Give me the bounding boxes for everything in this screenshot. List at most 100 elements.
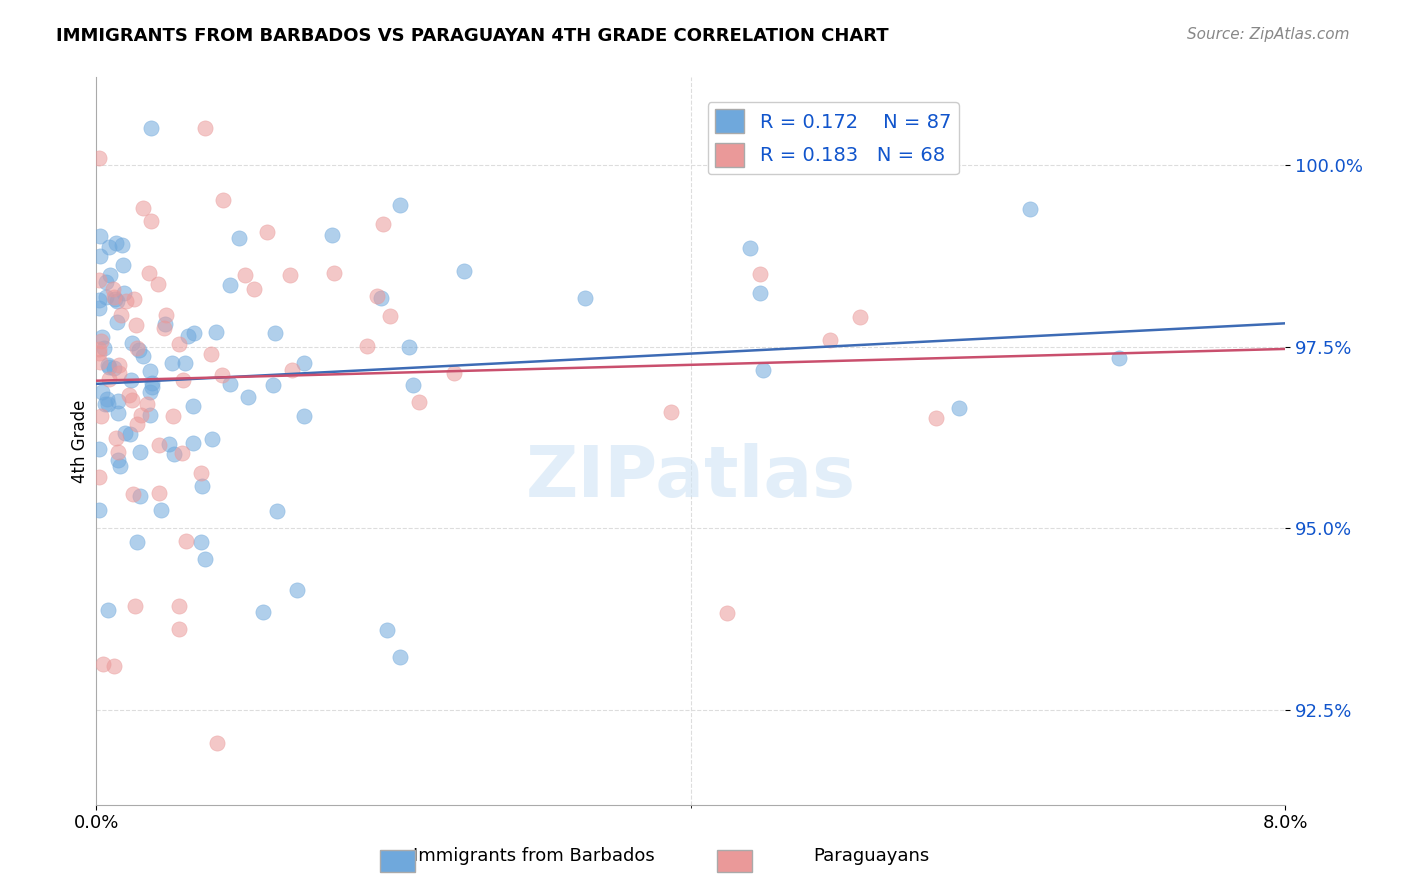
Point [89, 301, 111, 315]
Point [110, 308, 132, 322]
Point [129, 489, 152, 503]
Point [97, 372, 120, 386]
Point [228, 231, 250, 245]
Point [285, 583, 308, 598]
Point [107, 445, 129, 459]
Point [107, 393, 129, 408]
Point [98, 359, 121, 374]
Point [97, 397, 120, 411]
Point [112, 285, 135, 300]
Point [96, 275, 118, 289]
Point [148, 438, 170, 452]
Point [107, 452, 129, 467]
Point [252, 605, 274, 619]
Point [749, 267, 772, 281]
Point [167, 622, 190, 636]
Point [1019, 202, 1042, 216]
Point [1108, 351, 1130, 365]
Point [89, 151, 111, 165]
Point [389, 198, 412, 212]
Point [194, 121, 217, 136]
Text: IMMIGRANTS FROM BARBADOS VS PARAGUAYAN 4TH GRADE CORRELATION CHART: IMMIGRANTS FROM BARBADOS VS PARAGUAYAN 4… [56, 27, 889, 45]
Text: Immigrants from Barbados: Immigrants from Barbados [413, 847, 655, 865]
Point [849, 310, 872, 324]
Point [128, 343, 150, 357]
Point [200, 347, 222, 361]
Point [105, 294, 128, 309]
Text: Source: ZipAtlas.com: Source: ZipAtlas.com [1187, 27, 1350, 42]
Point [157, 437, 180, 451]
Point [141, 380, 163, 394]
Point [89, 355, 111, 369]
Point [194, 551, 217, 566]
Point [183, 326, 205, 340]
Point [371, 217, 394, 231]
Point [322, 266, 344, 280]
Point [90, 409, 112, 423]
Point [378, 310, 401, 324]
Point [925, 410, 948, 425]
Point [91, 384, 114, 399]
Point [103, 360, 125, 375]
Point [148, 277, 170, 291]
Point [138, 384, 160, 399]
Point [100, 268, 122, 283]
Point [114, 426, 136, 441]
Point [738, 241, 761, 255]
Point [181, 435, 204, 450]
Point [115, 293, 138, 308]
Point [172, 446, 194, 460]
Point [124, 599, 146, 613]
Point [242, 281, 264, 295]
Point [89, 442, 111, 456]
Point [105, 431, 128, 445]
Point [139, 408, 162, 422]
Legend: R = 0.172    N = 87, R = 0.183   N = 68: R = 0.172 N = 87, R = 0.183 N = 68 [707, 102, 959, 175]
Point [89, 229, 111, 244]
Point [105, 315, 128, 329]
Point [266, 503, 288, 517]
Point [659, 405, 682, 419]
Point [104, 236, 127, 251]
Point [190, 534, 212, 549]
Point [138, 266, 160, 280]
Point [281, 363, 304, 377]
Point [219, 376, 242, 391]
Point [264, 326, 287, 341]
Point [111, 238, 134, 252]
Point [89, 346, 111, 360]
Point [574, 291, 596, 305]
Point [149, 503, 172, 517]
Point [256, 225, 278, 239]
Point [169, 337, 191, 351]
Point [90, 334, 112, 348]
Point [122, 486, 145, 500]
Point [370, 291, 392, 305]
Point [153, 318, 176, 332]
Point [398, 340, 420, 354]
Point [716, 607, 738, 621]
Point [124, 318, 146, 332]
Point [103, 658, 125, 673]
Y-axis label: 4th Grade: 4th Grade [72, 400, 89, 483]
Point [948, 401, 970, 415]
Point [132, 349, 155, 363]
Point [211, 368, 233, 382]
Text: Paraguayans: Paraguayans [814, 847, 929, 865]
Point [752, 363, 775, 377]
Point [292, 409, 315, 423]
Point [122, 292, 145, 306]
Point [90, 330, 112, 344]
Point [375, 623, 398, 637]
Point [820, 333, 842, 347]
Point [402, 378, 425, 392]
Point [294, 356, 316, 370]
Point [443, 367, 465, 381]
Point [125, 417, 148, 431]
Point [125, 341, 148, 355]
Point [118, 427, 141, 442]
Point [101, 282, 124, 296]
Point [204, 326, 226, 340]
Point [120, 373, 142, 387]
Point [218, 278, 240, 293]
